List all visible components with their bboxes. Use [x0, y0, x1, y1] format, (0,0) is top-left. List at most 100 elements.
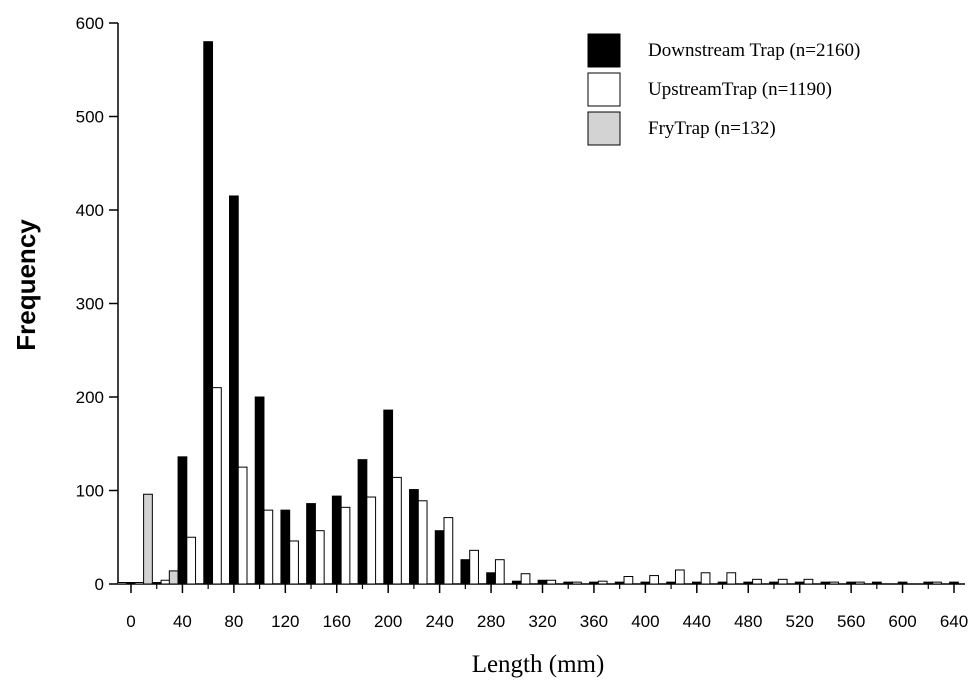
bar-downstream: [126, 582, 136, 585]
x-tick-label: 360: [580, 612, 608, 631]
bar-upstream: [572, 581, 582, 585]
bar-upstream: [366, 496, 377, 585]
bar-downstream: [409, 489, 419, 585]
bar-downstream: [589, 581, 599, 585]
bar-upstream: [649, 575, 659, 585]
legend-swatch: [587, 111, 621, 146]
bars: [117, 41, 959, 585]
bar-downstream: [151, 582, 162, 585]
bar-upstream: [623, 576, 634, 585]
bar-upstream: [392, 476, 402, 585]
bar-downstream: [280, 509, 291, 585]
x-tick-label: 560: [837, 612, 865, 631]
bar-downstream: [949, 581, 959, 585]
x-tick-label: 200: [374, 612, 402, 631]
bar-fry: [143, 493, 153, 585]
bar-downstream: [820, 581, 831, 585]
legend-label: Downstream Trap (n=2160): [648, 40, 860, 61]
x-tick-label: 0: [126, 612, 135, 631]
bar-fry: [168, 570, 179, 585]
bar-downstream: [460, 559, 471, 585]
bar-upstream: [212, 387, 222, 585]
bar-downstream: [666, 581, 676, 585]
bar-upstream: [520, 573, 531, 585]
x-tick-label: 640: [940, 612, 968, 631]
bar-downstream: [177, 456, 188, 585]
x-tick-label: 280: [477, 612, 505, 631]
bar-upstream: [443, 517, 454, 585]
bar-upstream: [469, 549, 479, 585]
x-tick-label: 320: [528, 612, 556, 631]
bar-upstream: [160, 579, 171, 585]
y-tick-label: 600: [76, 14, 104, 33]
bar-upstream: [803, 578, 814, 585]
bar-downstream: [717, 581, 728, 585]
legend-swatch: [587, 33, 621, 68]
x-tick-label: 520: [786, 612, 814, 631]
bar-upstream: [854, 581, 865, 585]
bar-upstream: [752, 578, 762, 585]
bar-downstream: [434, 530, 445, 585]
bar-upstream: [314, 530, 325, 585]
x-tick-label: 480: [734, 612, 762, 631]
bar-downstream: [794, 581, 805, 585]
bar-downstream: [846, 581, 856, 585]
bar-upstream: [134, 582, 145, 585]
bar-upstream: [932, 581, 942, 585]
bar-upstream: [340, 506, 351, 585]
bar-upstream: [494, 559, 505, 585]
legend-label: UpstreamTrap (n=1190): [648, 79, 832, 100]
bar-downstream: [357, 459, 368, 585]
bar-upstream: [597, 580, 608, 585]
y-tick-label: 500: [76, 108, 104, 127]
bar-upstream: [417, 500, 428, 585]
x-tick-label: 160: [323, 612, 351, 631]
bar-downstream: [383, 409, 394, 585]
y-tick-label: 400: [76, 201, 104, 220]
x-tick-label: 120: [271, 612, 299, 631]
bar-downstream: [306, 503, 316, 585]
y-tick-label: 200: [76, 388, 104, 407]
bar-downstream: [203, 41, 214, 585]
bar-downstream: [871, 581, 882, 585]
bar-upstream: [237, 466, 248, 585]
y-tick-label: 300: [76, 295, 104, 314]
bar-downstream: [254, 396, 265, 585]
bar-downstream: [511, 580, 522, 585]
legend-swatch: [587, 72, 621, 107]
bar-downstream: [923, 581, 934, 585]
y-axis-label: Frequency: [11, 219, 41, 351]
bar-upstream: [289, 540, 299, 585]
x-tick-label: 400: [631, 612, 659, 631]
bar-upstream: [726, 572, 737, 585]
bar-upstream: [263, 509, 274, 585]
bar-upstream: [546, 579, 557, 585]
bar-fry: [117, 582, 128, 585]
bar-downstream: [769, 581, 779, 585]
bar-downstream: [743, 581, 754, 585]
bar-downstream: [640, 581, 651, 585]
x-tick-label: 40: [173, 612, 192, 631]
bar-upstream: [700, 572, 711, 585]
x-tick-label: 440: [683, 612, 711, 631]
bar-downstream: [486, 572, 496, 585]
bar-downstream: [897, 581, 908, 585]
x-axis-label: Length (mm): [472, 651, 605, 678]
y-tick-label: 0: [95, 575, 104, 594]
x-tick-label: 240: [425, 612, 453, 631]
legend: Downstream Trap (n=2160) UpstreamTrap (n=…: [587, 33, 860, 146]
bar-upstream: [777, 578, 788, 585]
y-tick-label: 100: [76, 482, 104, 501]
bar-upstream: [186, 536, 197, 585]
bar-downstream: [229, 195, 239, 585]
x-tick-label: 80: [224, 612, 243, 631]
bar-upstream: [829, 581, 840, 585]
bar-downstream: [614, 581, 625, 585]
x-tick-label: 600: [888, 612, 916, 631]
bar-downstream: [331, 495, 342, 585]
y-axis: 0 100 200 300 400 500 600: [76, 14, 119, 594]
bar-downstream: [537, 579, 548, 585]
x-axis: 0 40 80 120 160 200 240 280 320 360 400 440 480 520 56…: [118, 583, 968, 631]
bar-upstream: [674, 569, 685, 585]
